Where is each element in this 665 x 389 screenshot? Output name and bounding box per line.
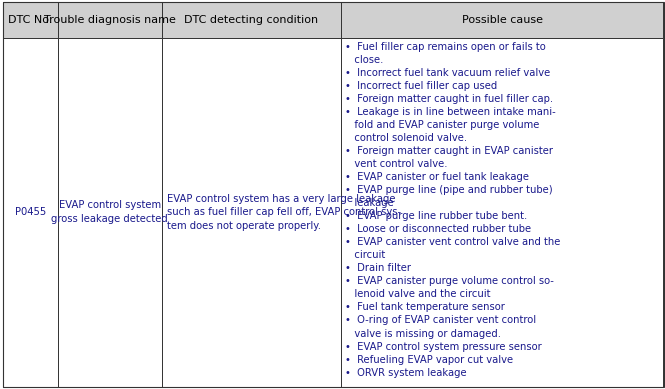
Bar (3, 2, 58, 38)
Text: •  Fuel filler cap remains open or fails to
   close.
•  Incorrect fuel tank vac: • Fuel filler cap remains open or fails … (345, 42, 561, 378)
Bar (162, 38, 341, 387)
Bar (58, 2, 162, 38)
Bar (58, 38, 162, 387)
Text: EVAP control system has a very large leakage
such as fuel filler cap fell off, E: EVAP control system has a very large lea… (167, 194, 401, 231)
Text: P0455: P0455 (15, 207, 47, 217)
Bar (3, 38, 58, 387)
Bar (341, 38, 664, 387)
Text: EVAP control system
gross leakage detected: EVAP control system gross leakage detect… (51, 200, 168, 224)
Bar (162, 2, 341, 38)
Text: DTC No.: DTC No. (9, 15, 53, 25)
Text: DTC detecting condition: DTC detecting condition (184, 15, 319, 25)
Text: Trouble diagnosis name: Trouble diagnosis name (44, 15, 176, 25)
Text: Possible cause: Possible cause (462, 15, 543, 25)
Bar (341, 2, 664, 38)
